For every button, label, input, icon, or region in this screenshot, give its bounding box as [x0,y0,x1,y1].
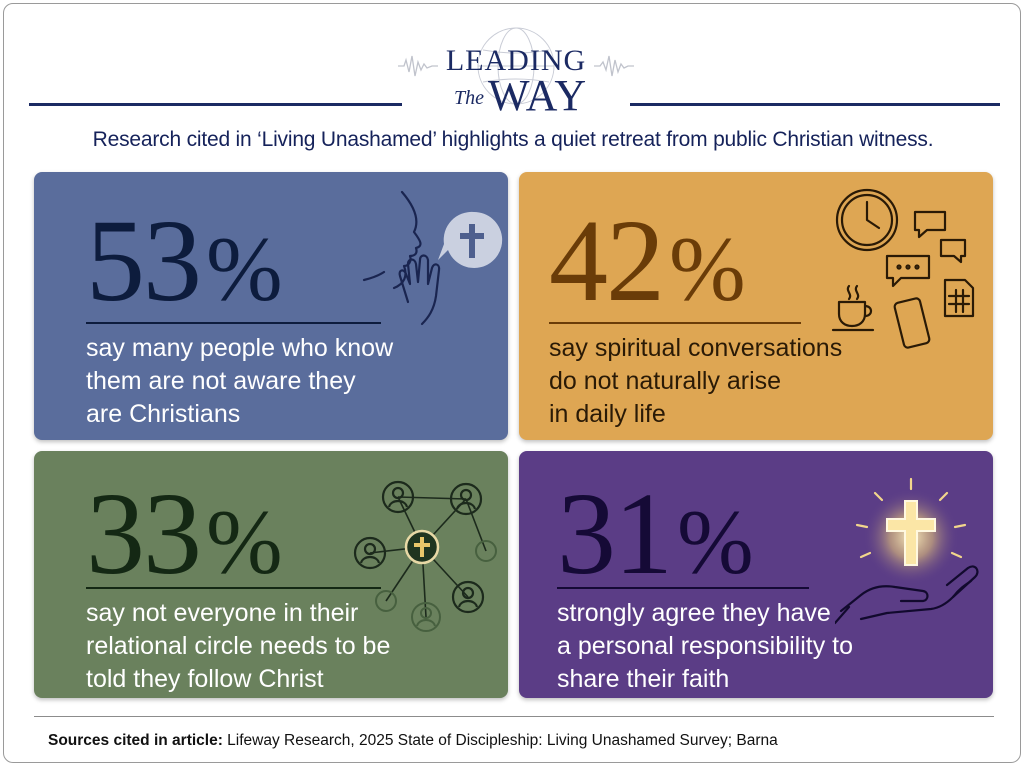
footer-divider [34,716,994,717]
stat-divider [86,587,381,589]
stat-description-line: them are not aware they [86,367,356,395]
stat-description: say not everyone in their relational cir… [86,597,406,696]
stat-value: 31% [557,475,754,601]
stat-description-line: say not everyone in their [86,599,359,627]
relational-network-cross-icon [353,480,497,632]
logo-leading-text: LEADING [445,44,587,77]
stat-description-line: do not naturally arise [549,367,782,395]
stat-card-33: 33% say not everyone in their relational… [34,451,508,698]
percent-symbol: % [669,218,746,320]
stat-number: 53 [86,195,202,326]
stat-description: strongly agree they have a personal resp… [557,597,857,696]
header-rule-right [630,103,1000,106]
stat-divider [549,322,801,324]
stat-divider [86,322,381,324]
stat-value: 33% [86,475,283,601]
stat-description-line: relational circle needs to be [86,632,391,660]
stat-card-42: 42% say spiritual conversations do not n… [519,172,993,440]
leading-the-way-logo: LEADING The WAY [396,22,636,118]
logo-the-text: The [454,87,484,109]
stat-description-line: told they follow Christ [86,665,324,693]
percent-symbol: % [206,491,283,593]
stat-description-line: in daily life [549,400,666,428]
stat-value: 42% [549,202,746,328]
hand-holding-glowing-cross-icon [835,477,979,625]
stat-description: say many people who know them are not aw… [86,332,406,431]
sources-label: Sources cited in article: [48,732,223,749]
daily-life-clock-chat-phone-icon [831,188,975,349]
stat-description-line: a personal responsibility to [557,632,853,660]
stat-number: 31 [557,468,673,599]
stat-description: say spiritual conversations do not natur… [549,332,849,431]
logo-way-text: WAY [488,71,588,120]
stat-card-31: 31% strongly agree they have a personal … [519,451,993,698]
stat-number: 33 [86,468,202,599]
stat-divider [557,587,809,589]
sources-text: Lifeway Research, 2025 State of Disciple… [222,732,778,749]
page-subtitle: Research cited in ‘Living Unashamed’ hig… [92,128,934,151]
whisper-face-cross-bubble-icon [362,190,503,326]
sources-footer: Sources cited in article: Lifeway Resear… [48,732,778,750]
percent-symbol: % [206,218,283,320]
header-rule-left [29,103,402,106]
stat-description-line: say spiritual conversations [549,334,843,362]
stat-number: 42 [549,195,665,326]
stat-description-line: are Christians [86,400,241,428]
infographic-frame: LEADING The WAY Research cited in ‘Livin… [3,3,1021,763]
stat-card-53: 53% say many people who know them are no… [34,172,508,440]
percent-symbol: % [677,491,754,593]
stat-value: 53% [86,202,283,328]
stat-description-line: strongly agree they have [557,599,831,627]
stat-description-line: say many people who know [86,334,394,362]
globe-soundwave-logo-graphic [398,27,634,105]
stat-description-line: share their faith [557,665,730,693]
